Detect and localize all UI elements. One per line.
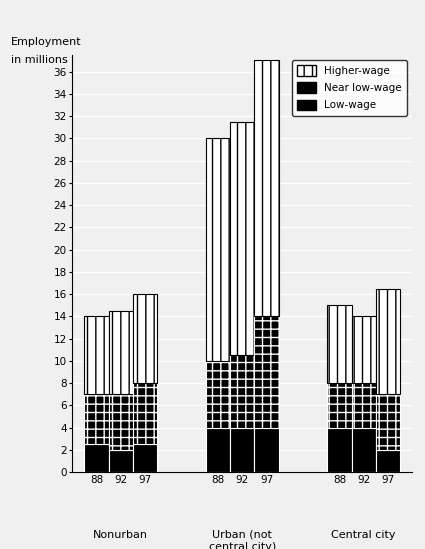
Bar: [327, 428, 351, 472]
Bar: [351, 428, 376, 472]
Bar: [351, 383, 376, 428]
Bar: [230, 355, 255, 428]
Bar: [255, 428, 279, 472]
Bar: [85, 316, 109, 394]
Bar: [206, 138, 230, 361]
Bar: [109, 394, 133, 450]
Bar: [206, 428, 230, 472]
Bar: [206, 361, 230, 428]
Text: Urban (not
central city): Urban (not central city): [209, 530, 276, 549]
Bar: [85, 444, 109, 472]
Bar: [230, 428, 255, 472]
Bar: [133, 294, 157, 383]
Bar: [133, 444, 157, 472]
Bar: [351, 316, 376, 383]
Bar: [376, 289, 400, 394]
Legend: Higher-wage, Near low-wage, Low-wage: Higher-wage, Near low-wage, Low-wage: [292, 60, 407, 116]
Bar: [255, 60, 279, 316]
Bar: [85, 394, 109, 444]
Text: Nonurban: Nonurban: [94, 530, 148, 540]
Bar: [255, 316, 279, 428]
Bar: [376, 394, 400, 450]
Text: Central city: Central city: [332, 530, 396, 540]
Bar: [109, 450, 133, 472]
Bar: [327, 305, 351, 383]
Bar: [133, 383, 157, 444]
Text: Employment: Employment: [11, 37, 82, 47]
Bar: [376, 450, 400, 472]
Bar: [327, 383, 351, 428]
Bar: [230, 122, 255, 355]
Bar: [109, 311, 133, 394]
Text: in millions: in millions: [11, 55, 68, 65]
